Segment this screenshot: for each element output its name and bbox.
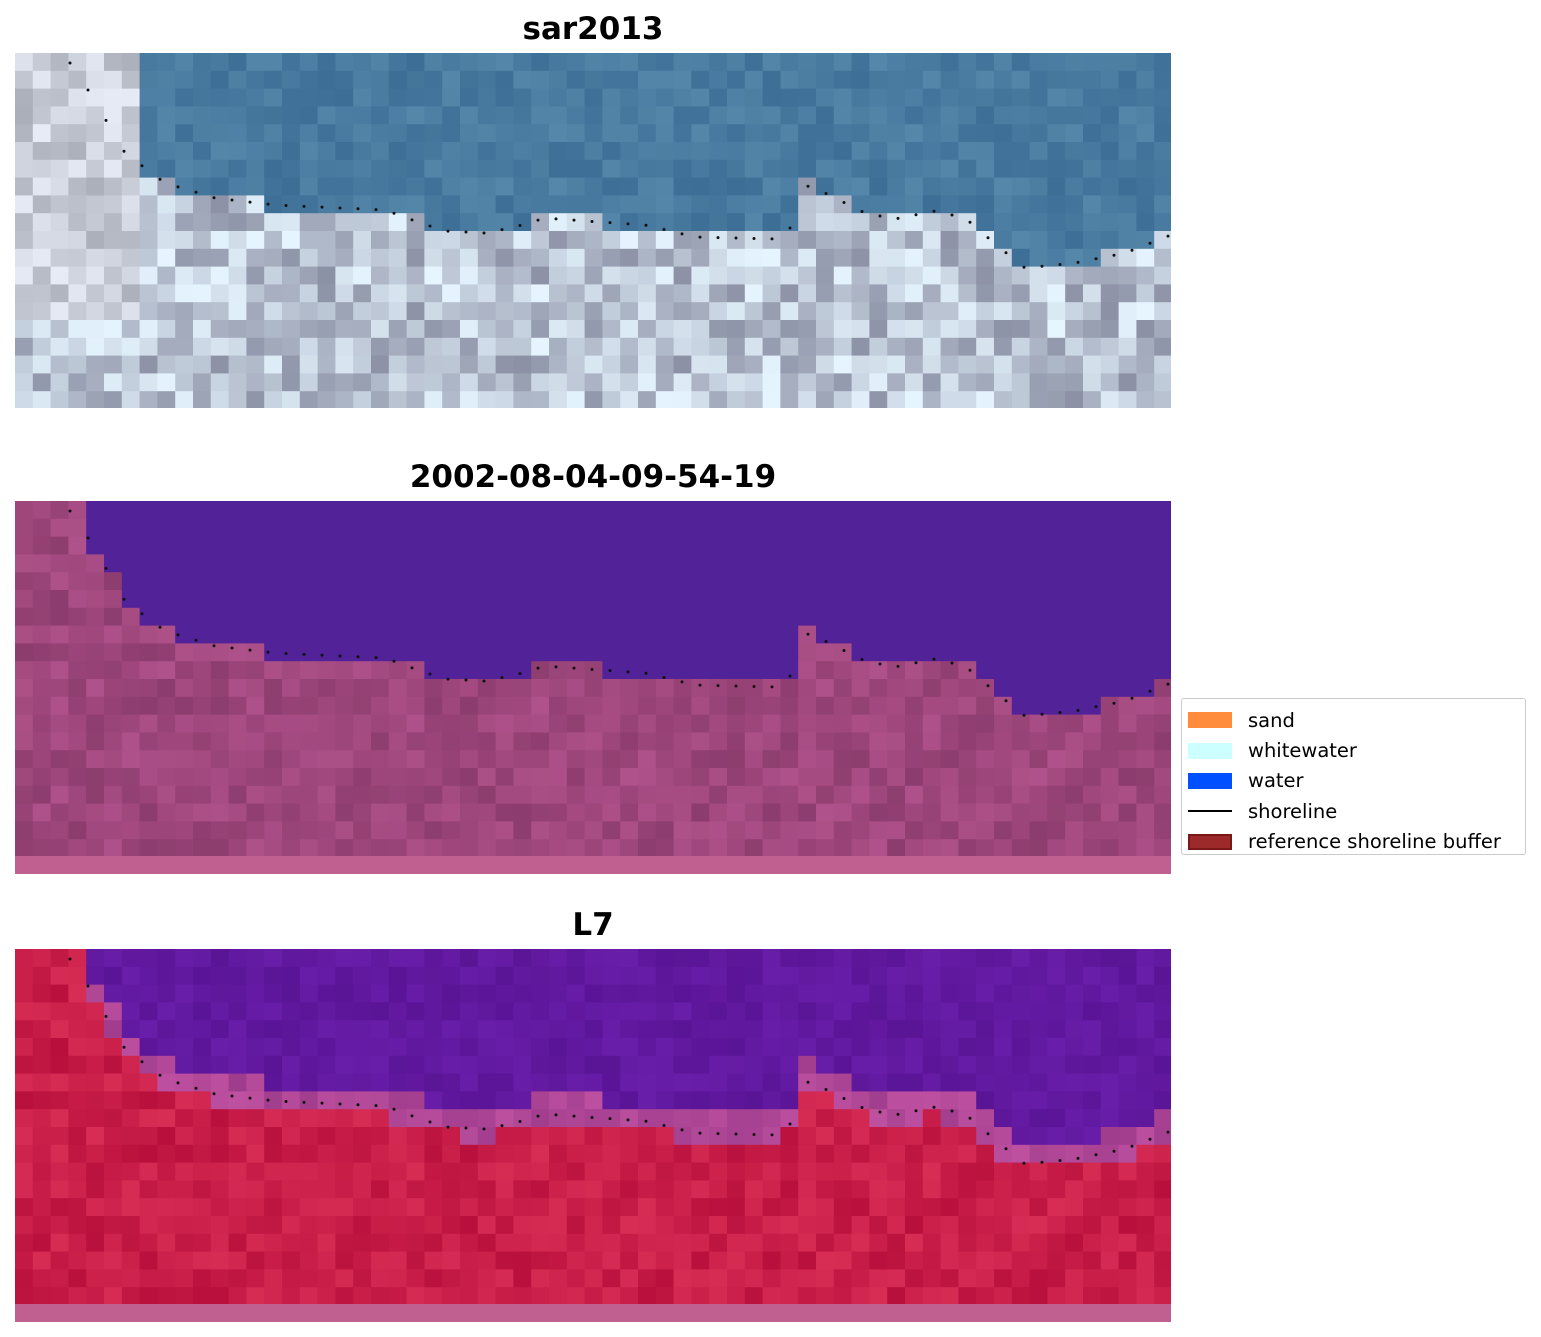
legend-item-sand: sand [1182,705,1525,735]
legend-label-sand: sand [1248,708,1295,732]
panel-title-3: L7 [572,907,614,943]
legend-item-water: water [1182,766,1525,796]
reference-buffer-swatch [1188,833,1232,850]
panel-image-classified [15,501,1171,874]
legend-label-reference-buffer: reference shoreline buffer [1248,830,1501,854]
legend-item-reference-buffer: reference shoreline buffer [1182,827,1525,857]
legend: sand whitewater water shoreline referenc… [1181,698,1526,855]
legend-label-whitewater: whitewater [1248,739,1357,763]
panel-image-index [15,949,1171,1322]
panel-image-rgb [15,53,1171,408]
legend-label-water: water [1248,769,1304,793]
whitewater-swatch [1188,742,1232,759]
water-swatch [1188,772,1232,789]
panel-title-2: 2002-08-04-09-54-19 [409,459,777,495]
sand-swatch [1188,712,1232,729]
legend-item-shoreline: shoreline [1182,796,1525,826]
legend-item-whitewater: whitewater [1182,735,1525,765]
legend-label-shoreline: shoreline [1248,799,1338,823]
shoreline-line-icon [1188,810,1232,813]
panel-title-1: sar2013 [522,11,664,47]
